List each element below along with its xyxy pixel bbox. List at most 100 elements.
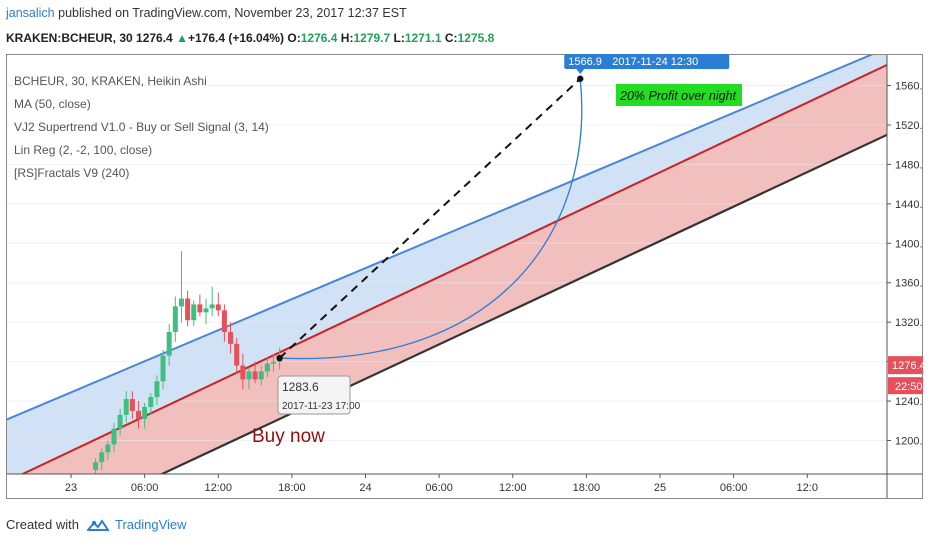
x-tick-label: 12:00 — [499, 482, 527, 494]
target-time-text: 2017-11-24 12:30 — [612, 56, 698, 68]
chart-frame[interactable]: Buy now 1200.01240.01280.01320.01360.014… — [6, 54, 923, 499]
x-tick-label: 12:00 — [205, 482, 233, 494]
close-label: C: — [444, 31, 458, 45]
candle-body — [228, 332, 234, 344]
up-arrow-icon: ▲ — [176, 31, 188, 45]
close-value: 1275.8 — [457, 31, 495, 45]
target-tooltip — [564, 54, 730, 69]
low-label: L: — [393, 31, 405, 45]
indicator-title: BCHEUR, 30, KRAKEN, Heikin Ashi — [14, 74, 207, 88]
candle-body — [142, 406, 148, 419]
open-value: 1276.4 — [300, 31, 338, 45]
entry-point-marker — [276, 354, 283, 362]
last-price-badge-text: 1276.4 — [892, 360, 923, 372]
x-tick-label: 23 — [65, 482, 77, 494]
indicator-linreg: Lin Reg (2, -2, 100, close) — [14, 143, 152, 157]
indicator-ma: MA (50, close) — [14, 97, 91, 111]
price-change: +176.4 (+16.04%) — [187, 31, 285, 45]
candle-body — [93, 462, 99, 471]
candle-body — [221, 310, 227, 333]
y-tick-label: 1360.0 — [895, 278, 923, 290]
buy-now-note: Buy now — [252, 426, 325, 447]
candle-body — [105, 444, 111, 453]
low-value: 1271.1 — [404, 31, 442, 45]
tradingview-logo-icon — [86, 518, 109, 531]
candle-body — [117, 414, 123, 429]
entry-tooltip — [277, 375, 351, 415]
published-line: jansalich published on TradingView.com, … — [6, 6, 407, 20]
candle-body — [166, 332, 172, 356]
candle-body — [136, 410, 142, 419]
target-tooltip-pointer-icon — [576, 69, 585, 74]
target-point-marker — [577, 75, 584, 82]
x-tick-label: 24 — [359, 482, 371, 494]
candle-body — [209, 304, 215, 309]
high-label: H: — [340, 31, 354, 45]
candle-body — [160, 355, 166, 382]
x-tick-label: 12:0 — [797, 482, 818, 494]
footer: Created with TradingView — [6, 517, 187, 532]
countdown-badge — [888, 377, 923, 395]
y-tick-label: 1400.0 — [895, 238, 923, 250]
last-price: 1276.4 — [136, 31, 173, 45]
candle-body — [234, 343, 240, 366]
price-chart[interactable]: Buy now 1200.01240.01280.01320.01360.014… — [6, 54, 923, 499]
created-with-text: Created with — [6, 517, 79, 532]
open-label: O: — [287, 31, 301, 45]
y-tick-label: 1320.0 — [895, 317, 923, 329]
x-tick-label: 06:00 — [425, 482, 453, 494]
candle-body — [178, 298, 184, 307]
candle-body — [99, 452, 105, 463]
entry-time-text: 2017-11-23 17:00 — [282, 401, 361, 412]
candle-body — [123, 399, 129, 415]
candle-body — [258, 371, 264, 380]
channel-middle-line — [20, 63, 887, 474]
candle-body — [111, 428, 117, 445]
y-tick-label: 1480.0 — [895, 159, 923, 171]
y-tick-label: 1200.0 — [895, 435, 923, 447]
countdown-badge-text: 22:50 — [895, 381, 923, 393]
candle-body — [203, 308, 209, 313]
channel-upper-fill — [6, 54, 887, 474]
chart-border — [6, 54, 923, 499]
candle-body — [215, 304, 221, 311]
high-value: 1279.7 — [353, 31, 391, 45]
candle-body — [252, 371, 258, 380]
candle-body — [240, 365, 246, 380]
y-tick-label: 1520.0 — [895, 120, 923, 132]
y-tick-label: 1560.0 — [895, 81, 923, 93]
x-tick-label: 25 — [654, 482, 666, 494]
candle-body — [264, 363, 270, 372]
y-tick-label: 1240.0 — [895, 396, 923, 408]
indicator-supertrend: VJ2 Supertrend V1.0 - Buy or Sell Signal… — [14, 120, 269, 134]
author-link[interactable]: jansalich — [6, 6, 55, 20]
profit-note-box — [616, 84, 742, 106]
published-text: published on TradingView.com, November 2… — [58, 6, 407, 20]
projection-curve — [279, 78, 583, 360]
channel-lower-line — [159, 133, 887, 474]
x-tick-label: 06:00 — [131, 482, 159, 494]
target-price-text: 1566.9 — [568, 56, 602, 68]
channel-upper-line — [6, 54, 876, 421]
symbol-line: KRAKEN:BCHEUR, 30 1276.4 ▲+176.4 (+16.04… — [6, 31, 494, 45]
candle-body — [154, 381, 160, 398]
x-tick-label: 06:00 — [720, 482, 748, 494]
indicator-fractals: [RS]Fractals V9 (240) — [14, 166, 129, 180]
candle-body — [197, 304, 203, 313]
symbol-name: KRAKEN:BCHEUR, 30 — [6, 31, 133, 45]
tradingview-brand-link[interactable]: TradingView — [114, 517, 187, 532]
profit-note-text: 20% Profit over night — [619, 89, 737, 103]
candle-body — [191, 304, 197, 321]
candle-body — [270, 361, 276, 364]
projection-dashed-line — [278, 78, 581, 359]
y-tick-label: 1440.0 — [895, 199, 923, 211]
candle-body — [246, 371, 252, 380]
candle-body — [172, 306, 178, 333]
x-tick-label: 18:00 — [278, 482, 306, 494]
x-tick-label: 18:00 — [573, 482, 601, 494]
candle-body — [148, 397, 154, 407]
candle-body — [129, 399, 135, 411]
last-price-badge — [888, 356, 923, 375]
candle-body — [185, 298, 191, 321]
entry-price-text: 1283.6 — [282, 380, 319, 394]
